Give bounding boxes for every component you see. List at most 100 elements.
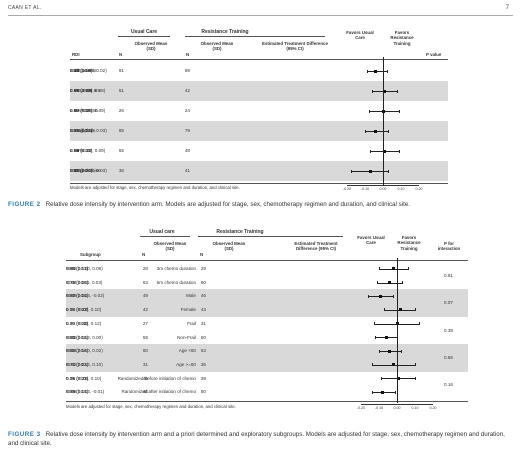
- ci-cap-high: [402, 281, 404, 285]
- ci-cap-low: [371, 363, 373, 367]
- row-p-value: 0.69: [70, 88, 79, 93]
- ci-cap-high: [388, 129, 390, 133]
- row-n-resistance: 36: [200, 361, 206, 367]
- ci-cap-low: [384, 308, 386, 312]
- x-tick-label: 0.10: [411, 406, 419, 410]
- row-n-usual: 59: [142, 334, 148, 340]
- row-mean-usual: 0.86 (0.15): [66, 389, 89, 395]
- ci-cap-low: [379, 349, 380, 353]
- row-mean-resistance: 0.85 (0.18): [70, 148, 93, 153]
- row-mean-usual: 0.79 (0.22): [66, 375, 89, 381]
- row-label: Oxaliplatin: [74, 128, 96, 133]
- row-label: 3m chemo duration: [156, 266, 196, 271]
- row-difference: -0.04 (-0.11, 0.03): [66, 279, 103, 285]
- row-mean-usual: 0.90 (0.17): [66, 266, 89, 271]
- point-estimate: [379, 294, 383, 298]
- row-mean-usual: 0.86 (0.15): [66, 334, 89, 340]
- fig3-header-subgroup: Subgroup: [80, 252, 101, 257]
- row-n-resistance: 39: [200, 375, 206, 381]
- row-mean-resistance: 0.90 (0.10): [70, 108, 93, 113]
- p-interaction-value: 0.81: [444, 272, 453, 278]
- fig2-group-usual-line: [118, 36, 170, 37]
- ci-cap-high: [393, 294, 395, 298]
- table-row: CAPOX 3m 26 0.89 (0.17) 24 0.90 (0.10) 0.00 (…: [70, 101, 448, 121]
- x-tick-label: -0.20: [356, 406, 366, 410]
- x-tick-label: -0.20: [342, 187, 352, 191]
- ci-cap-high: [386, 69, 388, 73]
- ci-cap-low: [368, 109, 370, 113]
- row-n-usual: 85: [118, 128, 124, 133]
- point-estimate: [374, 69, 378, 73]
- fig2-group-usual: Usual Care: [130, 29, 158, 35]
- fig2-header-subgroup: RDI: [72, 52, 80, 57]
- row-difference: -0.02 (-0.14, 0.10): [66, 361, 103, 367]
- fig2-header-favors-usual: Favors Usual Care: [346, 30, 374, 41]
- row-difference: 0.00 (-0.08, 0.09): [70, 108, 106, 113]
- row-n-usual: 49: [142, 293, 148, 299]
- ci-cap-high: [415, 363, 416, 367]
- ci-cap-low: [365, 129, 366, 133]
- fig2-header-mean1: Observed Mean (SD): [134, 41, 168, 52]
- row-mean-usual: 0.76 (0.22): [66, 361, 89, 367]
- row-difference: -0.04 (-0.09, 0.02): [70, 68, 107, 73]
- fig2-header-n1: N: [119, 52, 123, 57]
- row-n-usual: 60: [142, 348, 148, 354]
- table-row: Oxaliplatin 85 0.79 (0.22) 79 0.75 (0.19) -0.…: [70, 121, 448, 141]
- row-n-usual: 63: [142, 279, 148, 285]
- row-label: CAPOX 3m: [74, 108, 98, 113]
- fig2-caption-text: Relative dose intensity by intervention …: [45, 201, 410, 208]
- row-mean-resistance: 0.78 (0.21): [66, 375, 89, 381]
- ci-cap-high: [407, 267, 409, 271]
- ci-cap-low: [377, 281, 379, 285]
- zero-line: [397, 258, 398, 403]
- row-mean-resistance: 0.80 (0.16): [66, 334, 89, 340]
- ci-cap-high: [399, 109, 401, 113]
- row-n-resistance: 50: [200, 389, 206, 395]
- fig3-group-resistance: Resistance Training: [216, 229, 264, 235]
- row-n-resistance: 43: [200, 307, 206, 313]
- fig3-caption-label: FIGURE 3: [8, 431, 41, 438]
- row-n-usual: 26: [118, 108, 124, 113]
- row-label: Non-Frail: [177, 334, 196, 340]
- point-estimate: [388, 349, 392, 353]
- fig2-header-favors-resistance: Favors Resistance Training: [390, 30, 414, 46]
- row-difference: 0.00 (-0.13, 0.12): [66, 320, 102, 326]
- row-n-resistance: 41: [184, 168, 190, 173]
- ci-cap-high: [395, 390, 397, 394]
- row-mean-resistance: 0.75 (0.19): [70, 128, 93, 133]
- table-row: Male 49 0.87 (0.14) 46 0.80 (0.20) -0.09 (-0.…: [66, 289, 468, 304]
- row-n-resistance: 89: [184, 68, 190, 73]
- fig2-forest-plot: -0.20 -0.10 0.00 0.10 0.20: [0, 0, 521, 200]
- page-number: 7: [505, 5, 509, 11]
- fig3-note: Models are adjusted for stage, sex, chem…: [66, 404, 236, 409]
- row-mean-usual: 0.79 (0.19): [66, 279, 89, 285]
- fig3-group-resistance-line: [198, 236, 343, 237]
- row-mean-usual: 0.76 (0.23): [66, 307, 89, 313]
- row-n-usual: 28: [142, 266, 148, 271]
- running-head: CAAN ET AL.: [8, 5, 42, 11]
- row-mean-usual: 0.76 (0.23): [66, 320, 89, 326]
- row-difference: -0.02 (-0.10, 0.06): [66, 266, 103, 271]
- row-mean-resistance: 0.77 (0.23): [66, 361, 89, 367]
- row-n-resistance: 42: [184, 88, 190, 93]
- fig3-header-p: P for interaction: [437, 241, 461, 252]
- row-label: Randomized before initiation of chemo: [117, 375, 196, 381]
- row-n-resistance: 46: [200, 293, 206, 299]
- fig3-header-favors-usual: Favors Usual Care: [357, 235, 385, 246]
- row-label: FOLFOX 6m: [74, 88, 101, 93]
- table-row: Female 42 0.76 (0.23) 43 0.78 (0.17) 0.02 (-0…: [66, 303, 468, 317]
- p-interaction-value: 0.38: [444, 327, 453, 333]
- fig3-header-diff: Estimated Treatment Difference (95% CI): [294, 241, 338, 252]
- ci-cap-high: [400, 349, 402, 353]
- point-estimate: [391, 363, 395, 367]
- row-difference: -0.08 (-0.14, -0.01): [66, 389, 105, 395]
- fig3-header-favors-resistance: Favors Resistance Training: [397, 235, 421, 251]
- row-n-usual: 27: [142, 320, 148, 326]
- row-n-resistance: 50: [200, 334, 206, 340]
- ci-cap-low: [370, 149, 372, 153]
- ci-cap-high: [397, 89, 399, 93]
- fig2-group-resistance-line: [185, 36, 325, 37]
- fig2-table: Usual Care Resistance Training RDI N Obs…: [0, 0, 521, 200]
- row-label: Male: [186, 293, 196, 299]
- row-label: Age >=60: [176, 361, 196, 367]
